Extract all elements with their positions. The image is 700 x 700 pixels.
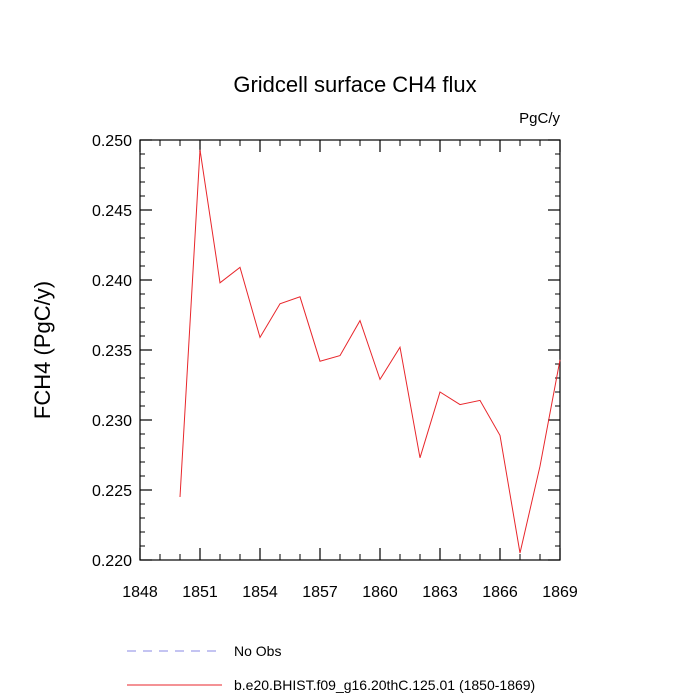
- legend-label-model: b.e20.BHIST.f09_g16.20thC.125.01 (1850-1…: [234, 677, 535, 693]
- legend: No Obs b.e20.BHIST.f09_g16.20thC.125.01 …: [127, 643, 535, 693]
- x-tick-label: 1860: [362, 584, 398, 601]
- minor-ticks: [140, 140, 560, 560]
- series-layer: [179, 149, 561, 554]
- x-tick-label: 1854: [242, 584, 278, 601]
- x-tick-label: 1863: [422, 584, 458, 601]
- y-tick-label: 0.250: [92, 133, 132, 150]
- y-tick-label: 0.230: [92, 413, 132, 430]
- x-tick-label: 1869: [542, 584, 578, 601]
- y-tick-label: 0.240: [92, 273, 132, 290]
- x-tick-label: 1857: [302, 584, 338, 601]
- y-tick-labels: 0.220 0.225 0.230 0.235 0.240 0.245 0.250: [92, 133, 132, 570]
- y-tick-label: 0.245: [92, 203, 132, 220]
- major-ticks: [139, 139, 561, 561]
- x-tick-label: 1848: [122, 584, 158, 601]
- units-label: PgC/y: [519, 110, 560, 127]
- x-tick-label: 1851: [182, 584, 218, 601]
- x-tick-label: 1866: [482, 584, 518, 601]
- y-axis-label: FCH4 (PgC/y): [30, 281, 55, 419]
- x-tick-labels: 1848 1851 1854 1857 1860 1863 1866 1869: [122, 584, 578, 601]
- y-tick-label: 0.225: [92, 483, 132, 500]
- y-tick-label: 0.235: [92, 343, 132, 360]
- plot-frame: [139, 139, 561, 561]
- legend-label-no-obs: No Obs: [234, 643, 281, 659]
- y-tick-label: 0.220: [92, 553, 132, 570]
- chart-title: Gridcell surface CH4 flux: [233, 72, 476, 97]
- series-line-model: [179, 149, 561, 554]
